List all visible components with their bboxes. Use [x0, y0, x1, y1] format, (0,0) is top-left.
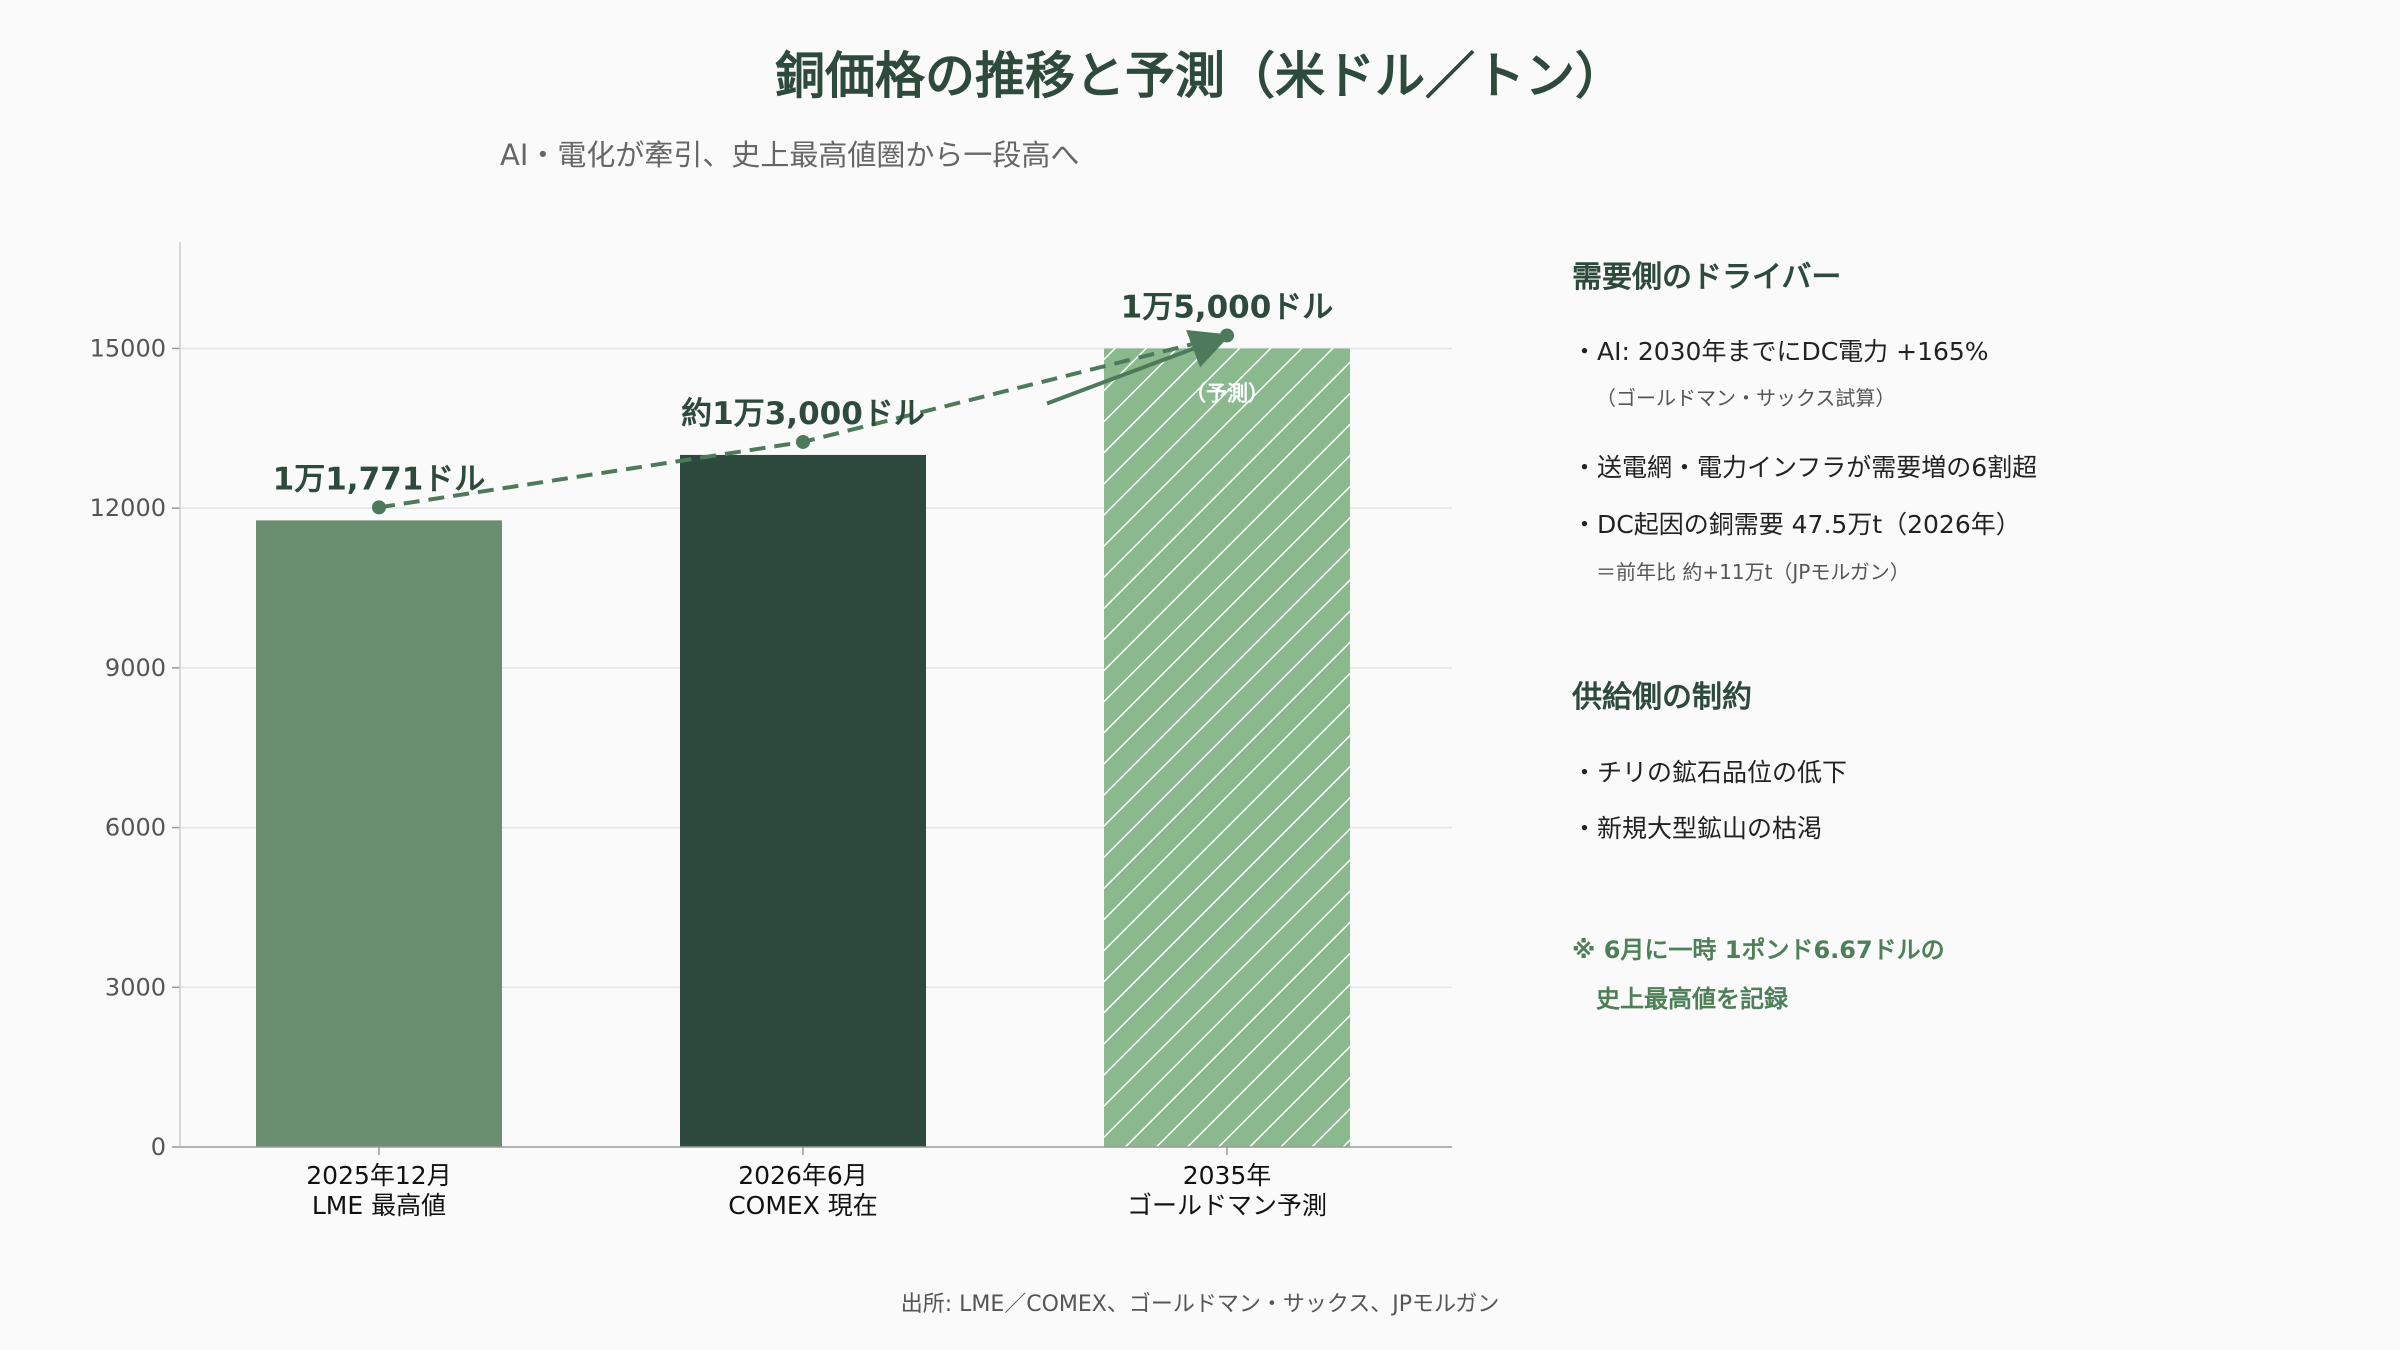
demand-heading: 需要側のドライバー	[1572, 260, 1842, 295]
trend-point	[372, 500, 386, 515]
demand-item-ai: ・AI: 2030年までにDC電力 +165%	[1572, 337, 1989, 366]
bar-1	[680, 454, 926, 1147]
data-label: 1万1,771ドル	[273, 461, 486, 497]
supply-heading: 供給側の制約	[1572, 680, 1752, 715]
page-title: 銅価格の推移と予測（米ドル／トン）	[775, 47, 1625, 105]
supply-item-mines: ・新規大型鉱山の枯渇	[1572, 814, 1823, 843]
y-tick-label: 0	[151, 1133, 166, 1161]
bars	[256, 348, 1350, 1147]
data-labels: （予測） 1万1,771ドル 約1万3,000ドル 1万5,000ドル	[273, 289, 1334, 497]
trend-line	[372, 328, 1234, 515]
bar-annotation: （予測）	[1185, 381, 1269, 405]
y-tick-label: 15000	[90, 334, 166, 362]
demand-item-dc: ・DC起因の銅需要 47.5万t（2026年）	[1572, 510, 2021, 539]
x-tick-label: LME 最高値	[312, 1191, 446, 1220]
y-tick-label: 6000	[105, 814, 166, 842]
subtitle: AI・電化が牽引、史上最高値圏から一段高へ	[500, 138, 1080, 172]
demand-item-dc-source: ＝前年比 約+11万t（JPモルガン）	[1596, 560, 1910, 584]
data-label: 約1万3,000ドル	[681, 396, 925, 432]
x-tick-label: 2025年12月	[306, 1161, 451, 1190]
demand-item-grid: ・送電網・電力インフラが需要増の6割超	[1572, 453, 2038, 482]
demand-item-ai-source: （ゴールドマン・サックス試算）	[1596, 386, 1896, 410]
x-tick-label: 2026年6月	[738, 1161, 868, 1190]
y-tick-label: 9000	[105, 654, 166, 682]
data-label: 1万5,000ドル	[1121, 289, 1334, 325]
forecast-arrow	[1046, 329, 1231, 406]
trend-point	[796, 434, 810, 449]
y-tick-label: 3000	[105, 973, 166, 1001]
note-line-2: 史上最高値を記録	[1596, 985, 1788, 1013]
supply-item-chile: ・チリの鉱石品位の低下	[1572, 758, 1848, 787]
x-tick-label: 2035年	[1183, 1161, 1272, 1190]
y-tick-label: 12000	[90, 494, 166, 522]
note-line-1: ※ 6月に一時 1ポンド6.67ドルの	[1572, 936, 1945, 964]
bar-0	[256, 520, 502, 1147]
x-tick-label: ゴールドマン予測	[1127, 1191, 1327, 1220]
trend-point	[1220, 328, 1234, 343]
source-note: 出所: LME／COMEX、ゴールドマン・サックス、JPモルガン	[900, 1292, 1500, 1317]
bar-2	[1104, 348, 1350, 1147]
x-tick-label: COMEX 現在	[728, 1191, 878, 1220]
